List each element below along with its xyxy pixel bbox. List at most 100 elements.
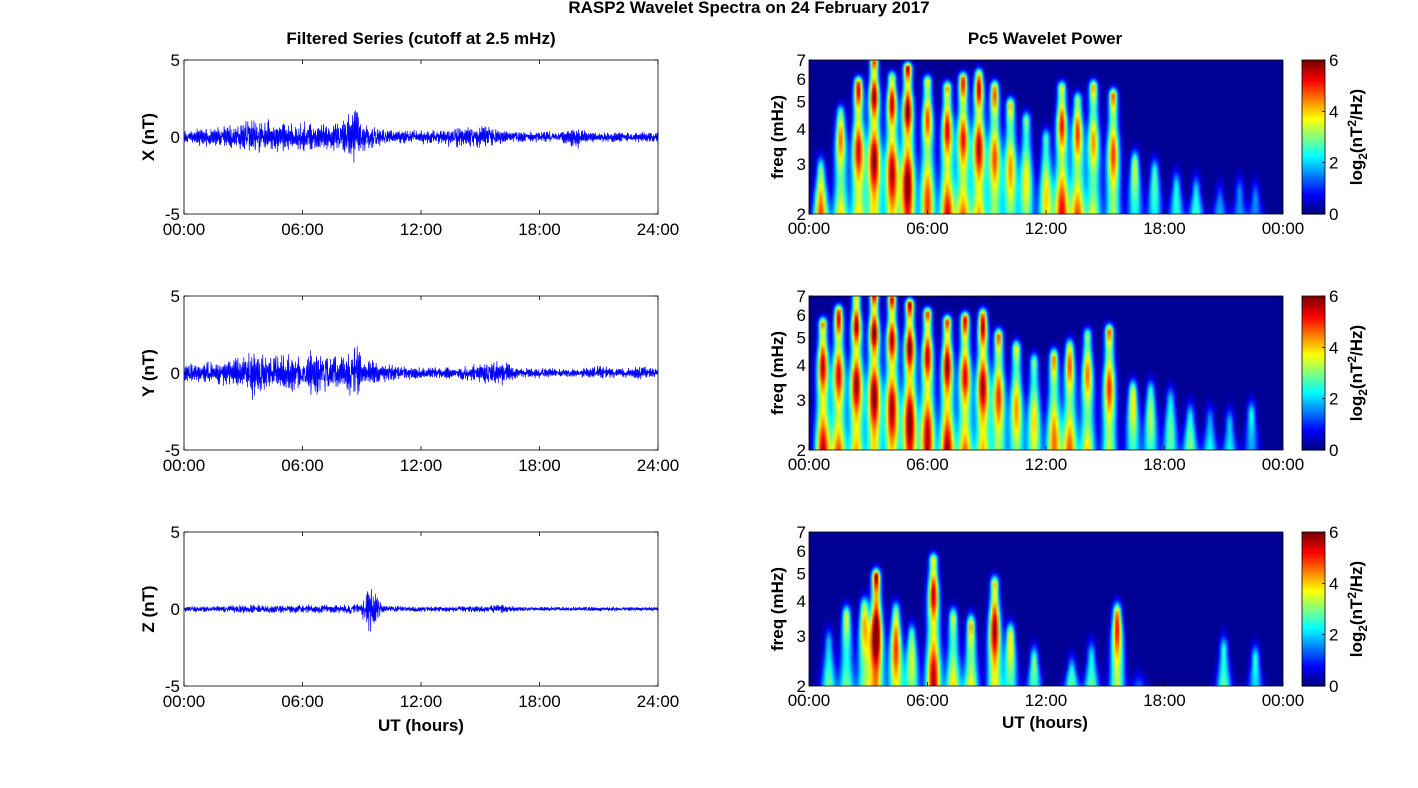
colorbar-swatch: [1302, 587, 1325, 591]
colorbar-swatch: [1302, 572, 1325, 576]
colorbar-swatch: [1302, 303, 1325, 307]
colorbar-swatch: [1302, 336, 1325, 340]
colorbar-swatch: [1302, 334, 1325, 338]
colorbar-tick-label: 0: [1329, 677, 1338, 696]
colorbar-swatch: [1302, 418, 1325, 422]
x-tick-label: 00:00: [163, 692, 206, 711]
colorbar-swatch: [1302, 209, 1325, 213]
colorbar-swatch: [1302, 305, 1325, 309]
colorbar-swatch: [1302, 604, 1325, 608]
colorbar-swatch: [1302, 353, 1325, 357]
colorbar-swatch: [1302, 425, 1325, 429]
y-tick-label: 5: [171, 51, 180, 70]
colorbar-swatch: [1302, 368, 1325, 372]
colorbar-swatch: [1302, 437, 1325, 441]
colorbar-swatch: [1302, 565, 1325, 569]
colorbar-swatch: [1302, 553, 1325, 557]
colorbar-swatch: [1302, 628, 1325, 632]
x-tick-label: 18:00: [1143, 691, 1186, 710]
colorbar-swatch: [1302, 673, 1325, 677]
y-tick-label: 5: [797, 564, 806, 583]
colorbar-swatch: [1302, 60, 1325, 64]
colorbar-swatch: [1302, 392, 1325, 396]
colorbar-swatch: [1302, 62, 1325, 66]
y-tick-label: 7: [797, 287, 806, 306]
colorbar-swatch: [1302, 548, 1325, 552]
colorbar-swatch: [1302, 601, 1325, 605]
colorbar-swatch: [1302, 177, 1325, 181]
colorbar-swatch: [1302, 141, 1325, 145]
x-tick-label: 12:00: [1025, 219, 1068, 238]
colorbar-swatch: [1302, 69, 1325, 73]
colorbar-swatch: [1302, 671, 1325, 675]
colorbar-swatch: [1302, 657, 1325, 661]
colorbar-swatch: [1302, 613, 1325, 617]
colorbar-swatch: [1302, 170, 1325, 174]
colorbar-swatch: [1302, 81, 1325, 85]
x-tick-label: 12:00: [1025, 691, 1068, 710]
x-tick-label: 00:00: [788, 691, 831, 710]
colorbar-swatch: [1302, 387, 1325, 391]
x-tick-label: 00:00: [788, 455, 831, 474]
colorbar-swatch: [1302, 211, 1325, 215]
colorbar-swatch: [1302, 129, 1325, 133]
colorbar: 0 2 4 6 log2(nT2/Hz): [1301, 523, 1370, 696]
y-axis-label: freq (mHz): [768, 567, 787, 651]
colorbar-swatch: [1302, 541, 1325, 545]
colorbar-swatch: [1302, 173, 1325, 177]
x-tick-label: 06:00: [281, 692, 324, 711]
colorbar-swatch: [1302, 440, 1325, 444]
colorbar-swatch: [1302, 329, 1325, 333]
colorbar-swatch: [1302, 635, 1325, 639]
x-tick-label: 24:00: [637, 456, 680, 475]
colorbar-tick-label: 2: [1329, 390, 1338, 409]
colorbar-swatch: [1302, 185, 1325, 189]
colorbar-tick-label: 0: [1329, 205, 1338, 224]
y-axis-label: freq (mHz): [768, 95, 787, 179]
x-tick-label: 00:00: [163, 456, 206, 475]
colorbar-swatch: [1302, 74, 1325, 78]
colorbar-swatch: [1302, 344, 1325, 348]
colorbar-swatch: [1302, 445, 1325, 449]
colorbar-swatch: [1302, 117, 1325, 121]
colorbar-swatch: [1302, 187, 1325, 191]
colorbar-tick-label: 4: [1329, 102, 1338, 121]
x-tick-label: 06:00: [906, 455, 949, 474]
colorbar-swatch: [1302, 298, 1325, 302]
colorbar-swatch: [1302, 421, 1325, 425]
colorbar-swatch: [1302, 158, 1325, 162]
colorbar-swatch: [1302, 312, 1325, 316]
colorbar-swatch: [1302, 609, 1325, 613]
colorbar-swatch: [1302, 115, 1325, 119]
colorbar-swatch: [1302, 536, 1325, 540]
colorbar-swatch: [1302, 423, 1325, 427]
colorbar-swatch: [1302, 127, 1325, 131]
y-axis-label: Y (nT): [139, 349, 158, 397]
colorbar-swatch: [1302, 551, 1325, 555]
colorbar-swatch: [1302, 84, 1325, 88]
colorbar-swatch: [1302, 411, 1325, 415]
x-tick-label: 12:00: [400, 456, 443, 475]
left-column-title: Filtered Series (cutoff at 2.5 mHz): [286, 29, 555, 48]
colorbar-swatch: [1302, 433, 1325, 437]
series-line: [183, 110, 659, 163]
x-tick-label: 12:00: [400, 692, 443, 711]
colorbar-swatch: [1302, 86, 1325, 90]
colorbar-swatch: [1302, 180, 1325, 184]
colorbar-tick-label: 0: [1329, 441, 1338, 460]
colorbar-swatch: [1302, 375, 1325, 379]
colorbar-swatch: [1302, 666, 1325, 670]
x-tick-label: 06:00: [281, 456, 324, 475]
y-tick-label: 0: [171, 600, 180, 619]
colorbar-frame: [1301, 295, 1326, 451]
colorbar-swatch: [1302, 430, 1325, 434]
colorbar-swatch: [1302, 380, 1325, 384]
x-tick-label: 06:00: [906, 691, 949, 710]
colorbar-tick-label: 6: [1329, 287, 1338, 306]
colorbar-swatch: [1302, 124, 1325, 128]
colorbar-swatch: [1302, 399, 1325, 403]
colorbar-swatch: [1302, 112, 1325, 116]
y-tick-label: 3: [797, 155, 806, 174]
y-tick-label: 0: [171, 128, 180, 147]
colorbar-swatch: [1302, 105, 1325, 109]
